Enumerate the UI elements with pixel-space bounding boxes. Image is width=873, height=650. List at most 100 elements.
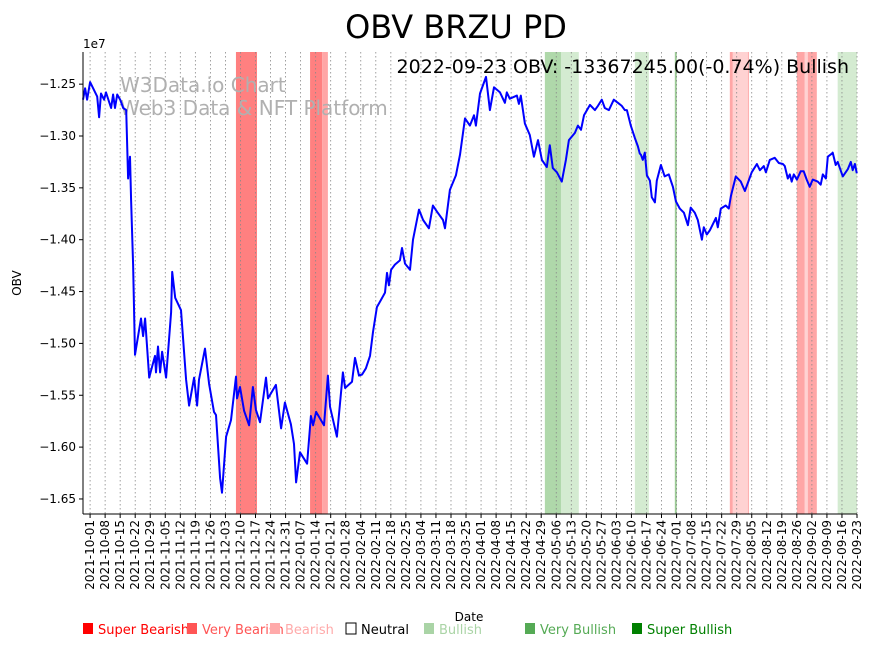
x-tick-label: 2021-11-05 [158, 520, 172, 590]
legend-swatch [424, 623, 434, 634]
legend-label: Very Bullish [540, 623, 616, 638]
x-tick-label: 2022-09-02 [805, 520, 819, 590]
x-tick-label: 2022-04-01 [474, 520, 488, 590]
y-tick-label: −1.50 [39, 336, 76, 350]
x-tick-label: 2022-05-27 [594, 520, 608, 590]
x-tick-label: 2021-12-31 [279, 520, 293, 590]
legend-item-super-bullish: Super Bullish [632, 623, 732, 638]
legend-swatch [345, 622, 357, 635]
band-bearish [807, 52, 817, 514]
legend-label: Super Bullish [647, 623, 732, 638]
y-tick-label: −1.40 [39, 233, 76, 247]
x-tick-label: 2022-09-23 [850, 520, 864, 590]
legend-swatch [83, 623, 93, 634]
x-tick-label: 2022-08-19 [775, 520, 789, 590]
obv-series-line [82, 75, 858, 494]
band-bullish [837, 52, 857, 514]
band-bearish [729, 52, 733, 514]
y-tick-label: −1.30 [39, 129, 76, 143]
legend-item-super-bearish: Super Bearish [83, 623, 189, 638]
x-tick-label: 2021-10-29 [143, 520, 157, 590]
legend-label: Neutral [361, 623, 409, 638]
x-tick-label: 2021-11-19 [188, 520, 202, 590]
y-tick-label: −1.45 [39, 285, 76, 299]
band-bearish [796, 52, 805, 514]
legend-item-neutral: Neutral [345, 622, 409, 638]
watermark-line-1: W3Data.io Chart [120, 73, 286, 97]
x-tick-label: 2022-03-04 [414, 520, 428, 590]
x-tick-label: 2022-06-03 [609, 520, 623, 590]
x-tick-label: 2022-07-15 [700, 520, 714, 590]
x-tick-label: 2022-04-15 [504, 520, 518, 590]
x-tick-label: 2022-03-25 [459, 520, 473, 590]
x-tick-label: 2022-03-11 [429, 520, 443, 590]
legend-swatch [525, 623, 535, 634]
y-ticks: −1.25 −1.30 −1.35 −1.40 −1.45 −1.50 −1.55 −1.60… [39, 77, 83, 506]
x-tick-label: 2021-12-24 [264, 520, 278, 590]
x-tick-label: 2022-01-28 [339, 520, 353, 590]
chart-title: OBV BRZU PD [345, 8, 567, 46]
x-tick-label: 2022-01-21 [324, 520, 338, 590]
x-tick-label: 2022-07-22 [715, 520, 729, 590]
band-bearish [732, 52, 748, 514]
x-tick-label: 2022-05-06 [549, 520, 563, 590]
y-tick-label: −1.55 [39, 388, 76, 402]
x-tick-label: 2022-08-12 [760, 520, 774, 590]
watermark-line-2: Web3 Data & NFT Platform [120, 96, 388, 120]
legend: Super Bearish Very Bearish Bearish Neutral B… [83, 622, 732, 638]
band-bearish [322, 52, 328, 514]
grid-lines [89, 52, 858, 514]
legend-item-very-bullish: Very Bullish [525, 623, 616, 638]
legend-label: Very Bearish [202, 623, 284, 638]
band-very-bearish [310, 52, 323, 514]
latest-value-annotation: 2022-09-23 OBV: -13367245.00(-0.74%) Bul… [397, 56, 849, 78]
y-axis-label: OBV [10, 269, 24, 295]
x-tick-label: 2022-02-25 [399, 520, 413, 590]
x-tick-label: 2021-11-26 [203, 520, 217, 590]
x-tick-label: 2022-05-20 [579, 520, 593, 590]
x-tick-label: 2021-12-17 [249, 520, 263, 590]
x-tick-label: 2022-04-08 [489, 520, 503, 590]
legend-swatch [187, 623, 197, 634]
x-ticks: 2021-10-01 2021-10-08 2021-10-15 2021-10-22… [83, 514, 864, 590]
band-very-bullish [544, 52, 561, 514]
y-tick-label: −1.60 [39, 440, 76, 454]
y-offset-label: 1e7 [83, 37, 106, 51]
y-tick-label: −1.35 [39, 181, 76, 195]
x-tick-label: 2022-03-18 [444, 520, 458, 590]
x-tick-label: 2022-07-08 [685, 520, 699, 590]
legend-swatch [632, 623, 642, 634]
x-tick-label: 2022-07-29 [730, 520, 744, 590]
y-tick-label: −1.25 [39, 77, 76, 91]
band-bullish [560, 52, 579, 514]
x-tick-label: 2022-07-01 [670, 520, 684, 590]
band-bearish [747, 52, 749, 514]
x-tick-label: 2022-06-24 [655, 520, 669, 590]
x-tick-label: 2022-06-10 [624, 520, 638, 590]
band-very-bullish [674, 52, 677, 514]
x-tick-label: 2022-06-17 [639, 520, 653, 590]
x-tick-label: 2022-05-13 [564, 520, 578, 590]
legend-item-bullish: Bullish [424, 623, 482, 638]
x-tick-label: 2022-01-14 [309, 520, 323, 590]
band-very-bearish [235, 52, 258, 514]
axes [82, 52, 857, 515]
x-tick-label: 2021-10-08 [98, 520, 112, 590]
x-tick-label: 2021-12-10 [233, 520, 247, 590]
y-tick-label: −1.65 [39, 492, 76, 506]
x-tick-label: 2022-09-09 [820, 520, 834, 590]
signal-bands [235, 52, 857, 514]
x-tick-label: 2022-04-22 [519, 520, 533, 590]
legend-label: Bearish [285, 623, 334, 638]
x-tick-label: 2022-09-16 [835, 520, 849, 590]
x-tick-label: 2022-08-26 [790, 520, 804, 590]
band-bearish [804, 52, 808, 514]
x-tick-label: 2021-10-22 [128, 520, 142, 590]
x-tick-label: 2022-02-18 [384, 520, 398, 590]
legend-item-bearish: Bearish [270, 623, 334, 638]
x-axis-label: Date [455, 610, 484, 624]
x-tick-label: 2022-01-07 [294, 520, 308, 590]
x-tick-label: 2022-02-11 [369, 520, 383, 590]
x-tick-label: 2021-10-15 [113, 520, 127, 590]
